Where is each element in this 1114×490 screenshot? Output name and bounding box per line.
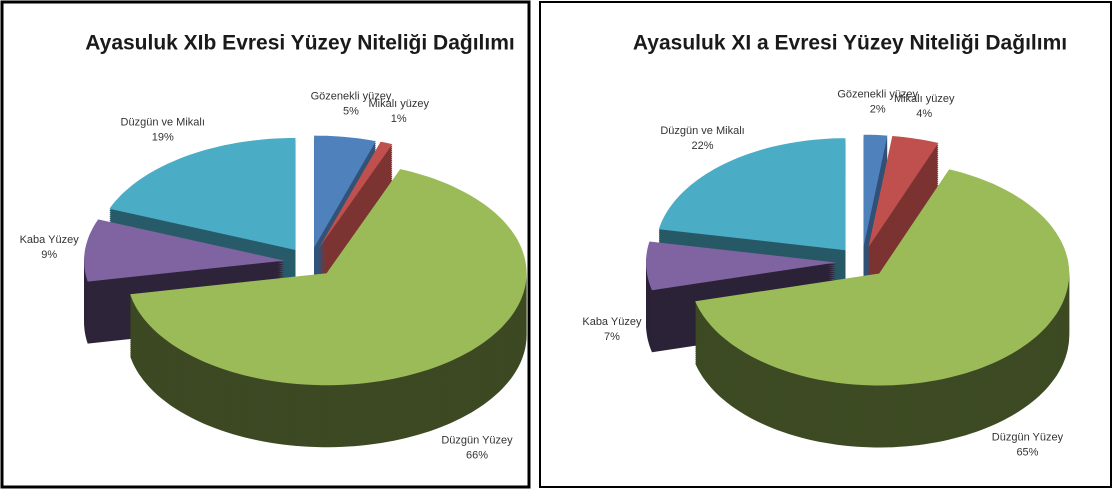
- slice: [658, 138, 846, 251]
- slice-side: [318, 163, 393, 271]
- slice-side: [318, 155, 393, 263]
- slice: [318, 141, 393, 249]
- slice-side: [318, 147, 393, 255]
- slice: [109, 138, 296, 250]
- slice: [84, 219, 285, 282]
- slice: [863, 134, 888, 247]
- slice-label: Mikalı yüzey: [894, 93, 955, 105]
- slice-side: [318, 167, 393, 275]
- slice-label: Düzgün Yüzey: [992, 432, 1064, 444]
- slice-value-label: 66%: [466, 449, 488, 461]
- slice-side: [318, 169, 393, 277]
- slice: [695, 169, 1070, 386]
- slice-label: Düzgün Yüzey: [441, 434, 513, 446]
- slice-label: Gözenekli yüzey: [837, 88, 918, 100]
- slice-value-label: 2%: [870, 103, 886, 115]
- slice-value-label: 9%: [41, 249, 57, 261]
- slice-label: Gözenekli yüzey: [311, 91, 392, 103]
- slice-side: [318, 145, 393, 253]
- slice-side: [318, 143, 393, 251]
- slice-value-label: 4%: [916, 108, 932, 120]
- slice-value-label: 1%: [391, 113, 407, 125]
- slice-side: [318, 175, 393, 283]
- slice-value-label: 65%: [1016, 447, 1038, 459]
- slice-label: Mikalı yüzey: [368, 98, 429, 110]
- slice-side: [318, 165, 393, 273]
- slice-side: [318, 149, 393, 257]
- slice-side: [318, 177, 393, 285]
- slice-value-label: 7%: [604, 331, 620, 343]
- slice-value-label: 5%: [343, 106, 359, 118]
- slice-side: [318, 159, 393, 267]
- slice: [130, 169, 527, 386]
- slice-side: [318, 161, 393, 269]
- slice-label: Düzgün ve Mikalı: [121, 116, 205, 128]
- slice: [314, 135, 376, 248]
- slice-side: [318, 173, 393, 281]
- slice-side: [318, 151, 393, 259]
- slice-side: [318, 157, 393, 265]
- chart-title: Ayasuluk XIb Evresi Yüzey Niteliği Dağıl…: [85, 32, 515, 55]
- slice-label: Düzgün ve Mikalı: [660, 125, 744, 137]
- slice-side: [318, 171, 393, 279]
- chart-title: Ayasuluk XI a Evresi Yüzey Niteliği Dağı…: [633, 32, 1067, 55]
- slice-value-label: 19%: [152, 131, 174, 143]
- slice: [646, 241, 837, 291]
- slice-value-label: 22%: [692, 140, 714, 152]
- slice-label: Kaba Yüzey: [582, 316, 642, 328]
- slice: [868, 136, 939, 248]
- slice-label: Kaba Yüzey: [20, 234, 80, 246]
- slice-side: [318, 153, 393, 261]
